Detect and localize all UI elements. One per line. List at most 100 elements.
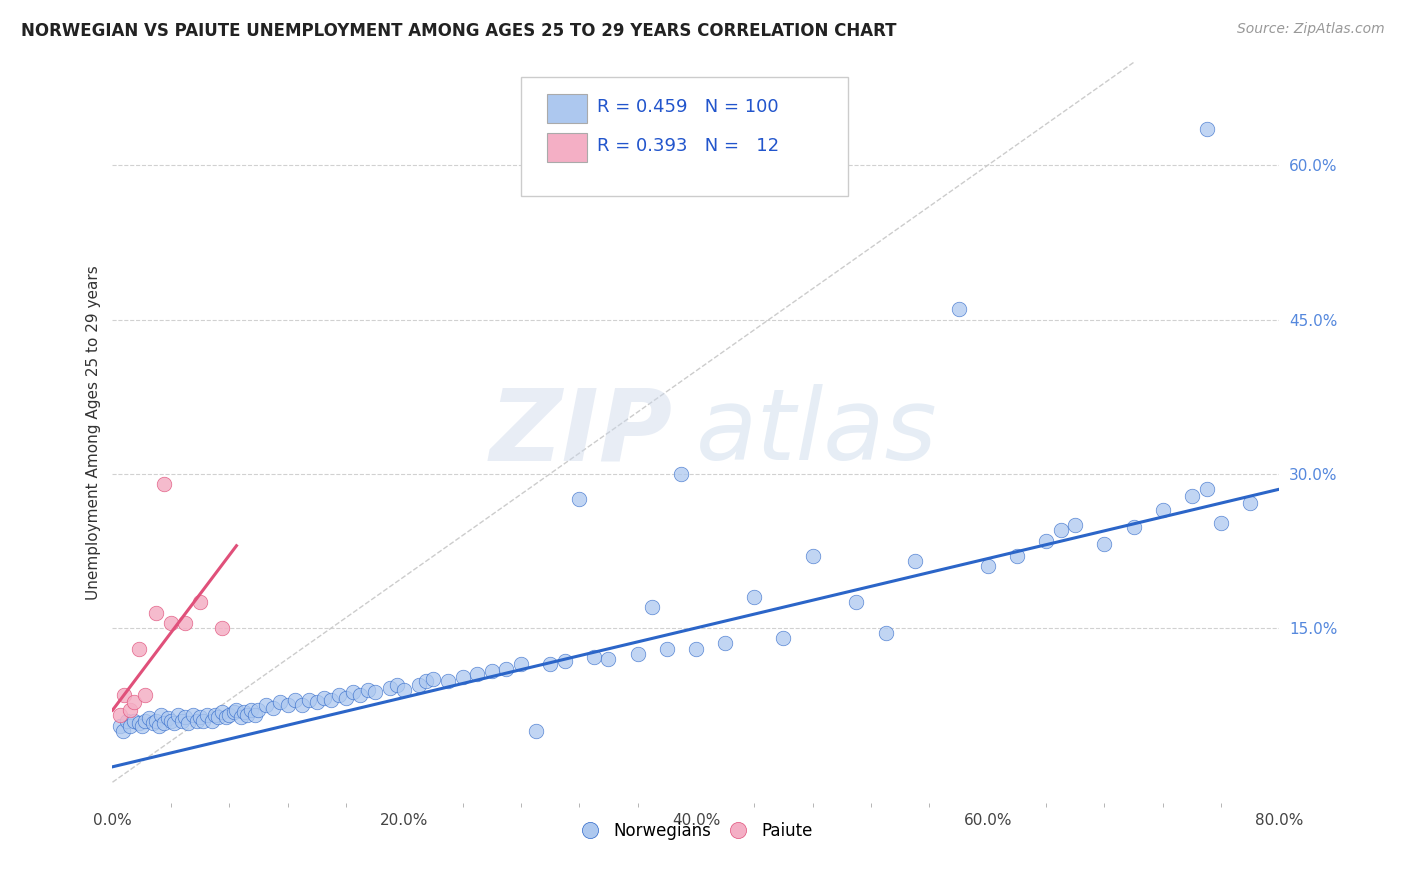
Point bbox=[509, 657, 531, 671]
Point bbox=[172, 714, 194, 728]
Point bbox=[364, 685, 387, 699]
Point bbox=[422, 673, 444, 687]
Point bbox=[772, 632, 794, 646]
Y-axis label: Unemployment Among Ages 25 to 29 years: Unemployment Among Ages 25 to 29 years bbox=[86, 265, 101, 600]
Point bbox=[465, 667, 488, 681]
Text: R = 0.393   N =   12: R = 0.393 N = 12 bbox=[596, 137, 779, 155]
Point bbox=[714, 636, 737, 650]
Point bbox=[152, 477, 174, 491]
Legend: Norwegians, Paiute: Norwegians, Paiute bbox=[574, 815, 818, 847]
Text: NORWEGIAN VS PAIUTE UNEMPLOYMENT AMONG AGES 25 TO 29 YEARS CORRELATION CHART: NORWEGIAN VS PAIUTE UNEMPLOYMENT AMONG A… bbox=[21, 22, 897, 40]
Point bbox=[207, 710, 229, 724]
FancyBboxPatch shape bbox=[547, 94, 588, 123]
Point bbox=[538, 657, 561, 671]
Point bbox=[222, 706, 245, 720]
Point bbox=[976, 559, 998, 574]
Point bbox=[385, 677, 408, 691]
Point bbox=[145, 606, 167, 620]
Point bbox=[262, 701, 284, 715]
Point bbox=[225, 703, 247, 717]
Point bbox=[247, 703, 270, 717]
Point bbox=[174, 615, 197, 630]
Point bbox=[145, 714, 167, 728]
Point bbox=[1152, 502, 1174, 516]
Point bbox=[582, 649, 605, 664]
Point bbox=[554, 654, 576, 668]
Point bbox=[232, 706, 254, 720]
Point bbox=[378, 681, 401, 695]
Point bbox=[948, 302, 970, 317]
Point bbox=[1122, 520, 1144, 534]
Point bbox=[218, 708, 240, 723]
Point bbox=[124, 695, 146, 709]
Point bbox=[128, 641, 150, 656]
Point bbox=[142, 715, 165, 730]
Point bbox=[181, 708, 204, 723]
Point bbox=[321, 693, 343, 707]
Point bbox=[112, 688, 135, 702]
Point bbox=[451, 670, 474, 684]
Point bbox=[240, 703, 263, 717]
Point bbox=[742, 590, 765, 604]
Point bbox=[160, 714, 183, 728]
Point bbox=[845, 595, 868, 609]
Point bbox=[1049, 524, 1071, 538]
Point bbox=[305, 695, 328, 709]
Point bbox=[269, 695, 291, 709]
Point bbox=[254, 698, 277, 712]
Point bbox=[685, 641, 707, 656]
Point bbox=[1195, 482, 1218, 496]
Point bbox=[201, 714, 224, 728]
Point bbox=[108, 708, 131, 723]
Point bbox=[160, 615, 183, 630]
FancyBboxPatch shape bbox=[520, 78, 848, 195]
Point bbox=[149, 708, 172, 723]
Point bbox=[598, 652, 620, 666]
Point bbox=[211, 621, 233, 635]
Point bbox=[188, 595, 211, 609]
Point bbox=[152, 715, 174, 730]
Point bbox=[1064, 518, 1087, 533]
Point bbox=[204, 708, 226, 723]
Point bbox=[148, 719, 170, 733]
Point bbox=[904, 554, 927, 568]
Point bbox=[1195, 122, 1218, 136]
Point bbox=[349, 688, 371, 702]
Point bbox=[342, 685, 364, 699]
Point bbox=[1094, 536, 1116, 550]
Point bbox=[655, 641, 678, 656]
Point bbox=[357, 682, 380, 697]
Point bbox=[627, 647, 650, 661]
Point bbox=[291, 698, 314, 712]
Point bbox=[156, 711, 179, 725]
Point bbox=[1005, 549, 1028, 563]
Point bbox=[1209, 516, 1232, 530]
Point bbox=[195, 708, 218, 723]
Point bbox=[188, 710, 211, 724]
Point bbox=[134, 714, 156, 728]
Point bbox=[524, 723, 547, 738]
Point bbox=[118, 703, 141, 717]
Point bbox=[134, 688, 156, 702]
Point bbox=[163, 715, 186, 730]
Point bbox=[167, 708, 190, 723]
Point bbox=[124, 714, 146, 728]
Point bbox=[174, 710, 197, 724]
Point bbox=[229, 710, 252, 724]
Text: ZIP: ZIP bbox=[489, 384, 672, 481]
Text: atlas: atlas bbox=[696, 384, 938, 481]
Point bbox=[437, 674, 460, 689]
Point bbox=[335, 690, 357, 705]
Point bbox=[108, 719, 131, 733]
Text: R = 0.459   N = 100: R = 0.459 N = 100 bbox=[596, 98, 779, 116]
Point bbox=[298, 693, 321, 707]
Point bbox=[495, 662, 517, 676]
Point bbox=[481, 664, 503, 678]
Point bbox=[245, 708, 267, 723]
Point bbox=[131, 719, 153, 733]
Point bbox=[284, 693, 307, 707]
Point bbox=[568, 492, 591, 507]
Point bbox=[875, 626, 897, 640]
Point bbox=[138, 711, 160, 725]
Point bbox=[111, 723, 134, 738]
